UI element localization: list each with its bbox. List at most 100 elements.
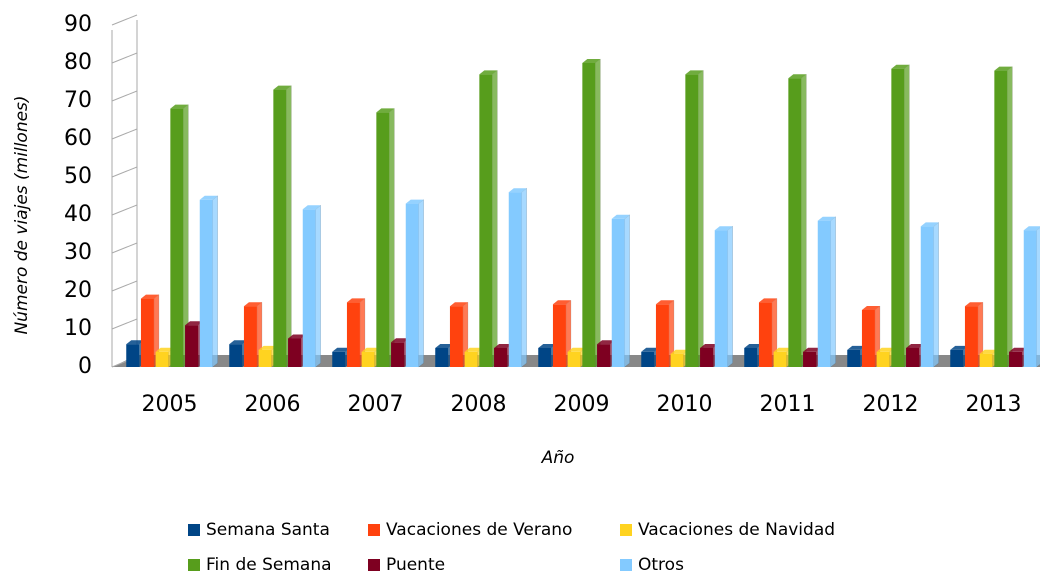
bar: [508, 192, 522, 367]
bar: [803, 351, 817, 367]
tick-mark: [111, 90, 138, 102]
bar-top: [655, 300, 674, 305]
bar-top: [199, 195, 218, 200]
bar: [346, 302, 360, 367]
bar: [258, 349, 272, 367]
bar-side: [521, 187, 527, 368]
bar: [1023, 230, 1037, 367]
y-tick-label: 40: [64, 202, 92, 227]
bar-top: [405, 199, 424, 204]
bar-top: [302, 205, 321, 210]
bar-top: [258, 345, 277, 350]
bar-top: [273, 85, 292, 90]
bar-side: [492, 69, 498, 368]
bar: [229, 344, 243, 367]
bar: [567, 351, 581, 367]
bar-top: [758, 298, 777, 303]
y-tick-label: 80: [64, 50, 92, 75]
bar-top: [567, 347, 586, 352]
legend-swatch: [188, 559, 200, 571]
bar: [140, 298, 154, 367]
bar-side: [418, 199, 424, 368]
bar: [964, 306, 978, 367]
bar-top: [906, 344, 925, 348]
bar: [449, 306, 463, 367]
tick-mark: [111, 242, 138, 254]
bar-top: [876, 347, 895, 352]
y-tick-label: 20: [64, 278, 92, 303]
bar-top: [126, 340, 145, 345]
legend-label: Vacaciones de Navidad: [638, 520, 835, 540]
bar: [788, 78, 802, 367]
bar: [582, 63, 596, 367]
bar-side: [801, 73, 807, 368]
bar-top: [773, 347, 792, 352]
bar-top: [155, 347, 174, 352]
legend-label: Otros: [638, 555, 684, 575]
bar: [391, 342, 405, 367]
bar: [552, 304, 566, 367]
bar-top: [1023, 226, 1040, 231]
bar: [185, 325, 199, 367]
bar: [126, 344, 140, 367]
bar-side: [830, 216, 836, 368]
bar-top: [611, 214, 630, 219]
bar-top: [994, 66, 1013, 71]
x-axis-title: Año: [541, 448, 575, 468]
bar: [199, 199, 213, 367]
bar-top: [847, 345, 866, 350]
legend-label: Puente: [386, 555, 445, 575]
bar-side: [727, 225, 733, 368]
legend-label: Semana Santa: [206, 520, 330, 540]
bar-top: [538, 344, 557, 348]
bar-side: [933, 221, 939, 368]
bar-top: [435, 344, 454, 348]
tick-mark: [111, 204, 138, 216]
x-tick-label: 2008: [451, 392, 507, 417]
bar-top: [288, 334, 307, 339]
bar: [155, 351, 169, 367]
bar: [376, 112, 390, 368]
bar: [597, 344, 611, 367]
bar: [700, 348, 714, 367]
legend-swatch: [368, 524, 380, 536]
legend-label: Vacaciones de Verano: [386, 520, 572, 540]
bar: [332, 351, 346, 367]
legend-swatch: [620, 559, 632, 571]
bar: [685, 74, 699, 368]
tick-mark: [111, 14, 138, 26]
bar-top: [185, 321, 204, 326]
bar-side: [904, 64, 910, 368]
bar-top: [597, 340, 616, 345]
bar: [170, 108, 184, 367]
bar-top: [449, 302, 468, 307]
bar-side: [624, 214, 630, 368]
tick-mark: [111, 318, 138, 330]
x-tick-label: 2013: [966, 392, 1022, 417]
bar: [494, 348, 508, 367]
bar-top: [803, 347, 822, 352]
bar-side: [389, 107, 395, 368]
tick-mark: [111, 52, 138, 64]
bar: [464, 351, 478, 367]
bar: [655, 304, 669, 367]
y-tick-label: 30: [64, 240, 92, 265]
x-tick-label: 2007: [348, 392, 404, 417]
bar-top: [685, 70, 704, 75]
y-tick-label: 70: [64, 88, 92, 113]
bar-top: [920, 222, 939, 227]
bar: [758, 302, 772, 367]
bar-side: [595, 58, 601, 368]
bar: [714, 230, 728, 367]
bar: [847, 349, 861, 367]
bar-top: [229, 340, 248, 345]
bar-top: [361, 347, 380, 352]
bar-top: [376, 108, 395, 113]
bar-top: [641, 347, 660, 352]
bar-top: [582, 59, 601, 63]
x-tick-label: 2005: [142, 392, 198, 417]
y-axis-title: Número de viajes (millones): [12, 95, 32, 334]
bar-top: [1009, 347, 1028, 352]
bar: [861, 310, 875, 367]
bar: [1009, 351, 1023, 367]
